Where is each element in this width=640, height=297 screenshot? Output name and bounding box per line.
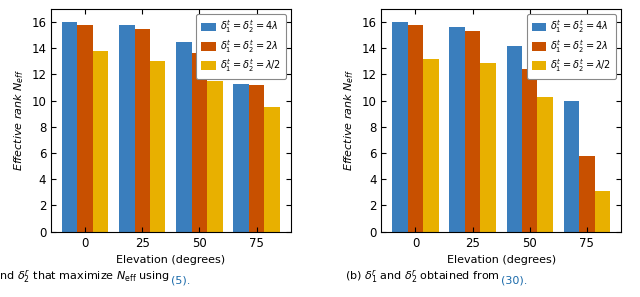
Bar <box>207 81 223 232</box>
Text: (5).: (5). <box>171 275 190 285</box>
Bar <box>564 101 579 232</box>
Bar <box>538 97 553 232</box>
X-axis label: Elevation (degrees): Elevation (degrees) <box>447 255 556 265</box>
Legend: $\delta^t_1 = \delta^t_2 = 4\lambda$, $\delta^t_1 = \delta^t_2 = 2\lambda$, $\de: $\delta^t_1 = \delta^t_2 = 4\lambda$, $\… <box>196 14 285 79</box>
Bar <box>449 27 465 232</box>
Bar <box>579 156 595 232</box>
X-axis label: Elevation (degrees): Elevation (degrees) <box>116 255 225 265</box>
Bar <box>93 51 108 232</box>
Bar <box>408 25 423 232</box>
Bar <box>249 85 264 232</box>
Bar <box>150 61 165 232</box>
Bar <box>423 59 438 232</box>
Bar <box>62 22 77 232</box>
Bar <box>507 46 522 232</box>
Bar <box>77 25 93 232</box>
Y-axis label: Effective rank $N_{eff}$: Effective rank $N_{eff}$ <box>12 69 26 171</box>
Text: (a) $\delta^r_1$ and $\delta^r_2$ that maximize $N_{\rm eff}$ using: (a) $\delta^r_1$ and $\delta^r_2$ that m… <box>0 269 171 285</box>
Bar <box>465 31 480 232</box>
Bar <box>595 191 610 232</box>
Bar <box>522 69 538 232</box>
Bar <box>264 107 280 232</box>
Text: (b) $\delta^r_1$ and $\delta^r_2$ obtained from: (b) $\delta^r_1$ and $\delta^r_2$ obtain… <box>346 269 501 285</box>
Bar <box>192 53 207 232</box>
Bar <box>392 22 408 232</box>
Bar <box>176 42 192 232</box>
Bar <box>134 29 150 232</box>
Bar <box>119 25 134 232</box>
Y-axis label: Effective rank $N_{eff}$: Effective rank $N_{eff}$ <box>342 69 356 171</box>
Legend: $\delta^t_1 = \delta^t_2 = 4\lambda$, $\delta^t_1 = \delta^t_2 = 2\lambda$, $\de: $\delta^t_1 = \delta^t_2 = 4\lambda$, $\… <box>527 14 616 79</box>
Bar <box>234 83 249 232</box>
Text: (30).: (30). <box>501 275 527 285</box>
Bar <box>480 63 496 232</box>
